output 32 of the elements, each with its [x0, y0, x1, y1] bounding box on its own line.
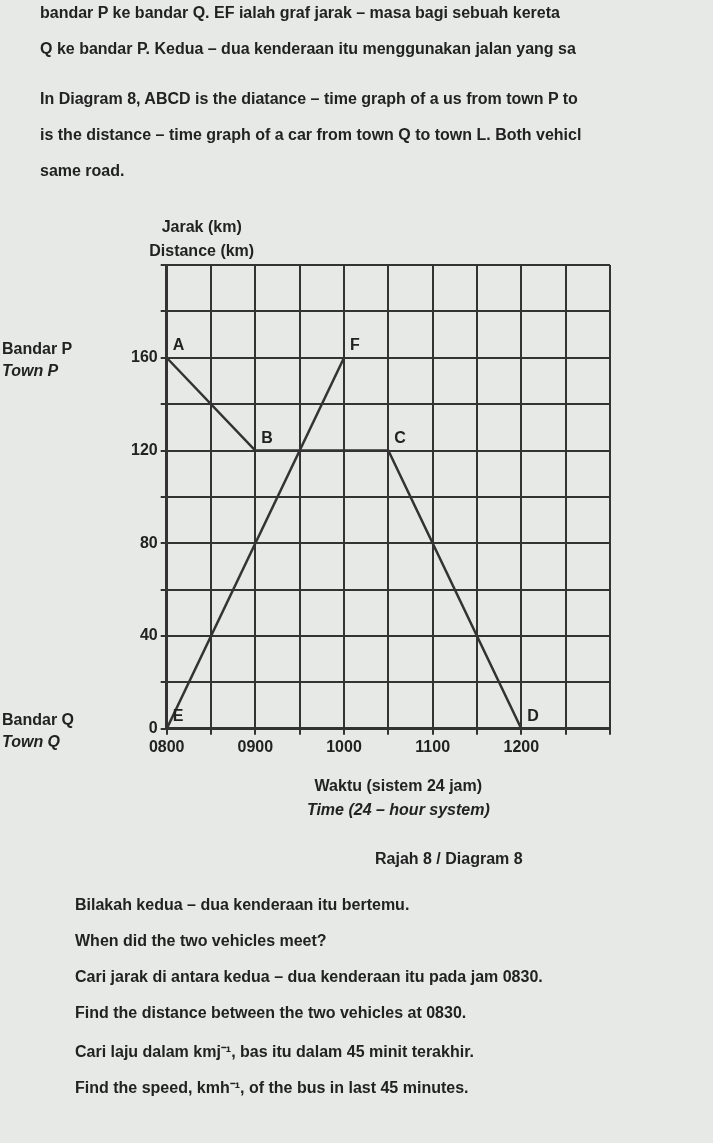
data-label: E — [172, 707, 184, 725]
text: same road. — [40, 162, 126, 181]
y-tick-label: 120 — [130, 440, 158, 458]
text: Find the speed, kmh⁻¹, of the bus in last 45 minutes. — [75, 1078, 470, 1098]
y-tick-label: 160 — [130, 348, 158, 366]
data-label: F — [350, 336, 361, 354]
text: Cari jarak di antara kedua – dua kenderaan itu pada jam 0830. — [75, 968, 544, 987]
y-axis-title: Jarak (km) Distance (km) — [149, 218, 255, 259]
text: Bandar Q Town Q — [2, 711, 75, 751]
data-label: A — [172, 336, 185, 354]
x-tick-label: 1200 — [503, 737, 540, 755]
x-tick-label: 1100 — [415, 737, 451, 755]
text: When did the two vehicles meet? — [75, 932, 328, 951]
text: In Diagram 8, ABCD is the diatance – time graph of a us from town P to — [40, 90, 579, 109]
text: bandar P ke bandar Q. EF ialah graf jarak – masa bagi sebuah kereta — [40, 4, 561, 23]
x-axis-title: Waktu (sistem 24 jam) Time (24 – hour system) — [306, 776, 490, 818]
x-tick-label: 0900 — [237, 737, 274, 755]
text: Cari laju dalam kmj⁻¹, bas itu dalam 45 minit terakhir. — [75, 1042, 475, 1062]
data-label: B — [261, 428, 273, 446]
text: Bilakah kedua – dua kenderaan itu bertemu. — [75, 896, 411, 915]
x-tick-label: 0800 — [148, 737, 185, 755]
data-label: D — [527, 707, 539, 725]
text: Q ke bandar P. Kedua – dua kenderaan itu menggunakan jalan yang sa — [40, 40, 577, 59]
y-tick-label: 0 — [148, 719, 158, 737]
y-tick-label: 40 — [139, 626, 158, 644]
text: Rajah 8 / Diagram 8 — [375, 850, 524, 869]
text: Bandar P Town P — [2, 340, 73, 380]
data-label: C — [394, 428, 407, 446]
y-tick-label: 80 — [139, 533, 158, 551]
text: is the distance – time graph of a car from town Q to town L. Both vehicl — [40, 126, 583, 145]
x-tick-label: 1000 — [326, 737, 362, 755]
text: Find the distance between the two vehicles at 0830. — [75, 1004, 468, 1023]
